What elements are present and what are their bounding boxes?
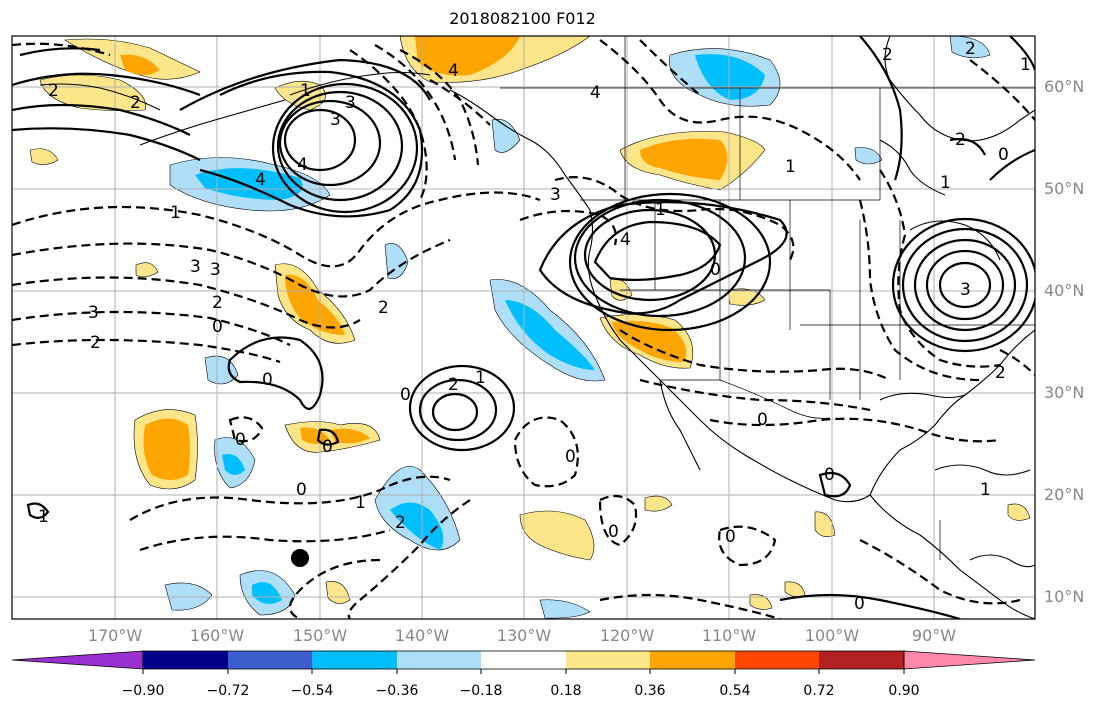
contour-label: 2 bbox=[378, 298, 389, 318]
colorbar-tick-label: −0.54 bbox=[290, 683, 334, 699]
colorbar-segment bbox=[312, 651, 397, 669]
colorbar-extend-high bbox=[903, 650, 1036, 670]
contour-label: 3 bbox=[210, 260, 221, 280]
colorbar-segment bbox=[228, 651, 312, 669]
contour-label: 3 bbox=[330, 110, 341, 130]
contour-labels: 2 2 4 3 4 3 4 1 3 2 3 2 2 0 0 1 3 1 4 0 … bbox=[38, 39, 1031, 614]
colorbar-segment bbox=[566, 651, 650, 669]
lon-label: 110°W bbox=[701, 626, 757, 645]
contour-label: 0 bbox=[212, 317, 223, 337]
contour-label: 2 bbox=[48, 81, 59, 101]
contour-label: 3 bbox=[960, 280, 971, 300]
lon-label: 170°W bbox=[87, 626, 143, 645]
colorbar-segment bbox=[735, 651, 819, 669]
contour-label: 0 bbox=[235, 430, 246, 450]
contour-label: 1 bbox=[355, 493, 366, 513]
negative-contours bbox=[12, 39, 1035, 619]
lon-label: 90°W bbox=[911, 626, 957, 645]
contour-label: 0 bbox=[710, 260, 721, 280]
contour-label: 0 bbox=[725, 527, 736, 547]
colorbar-segment bbox=[481, 651, 566, 669]
lon-label: 160°W bbox=[189, 626, 245, 645]
colorbar-tick-label: 0.90 bbox=[888, 683, 920, 699]
map-title: 2018082100 F012 bbox=[449, 9, 596, 28]
colorbar-tick-label: 0.18 bbox=[550, 683, 582, 699]
contour-label: 1 bbox=[980, 480, 991, 500]
lat-label: 40°N bbox=[1044, 281, 1085, 300]
contour-label: 2 bbox=[395, 513, 406, 533]
contour-label: 3 bbox=[550, 185, 561, 205]
contour-label: 2 bbox=[955, 130, 966, 150]
contour-label: 0 bbox=[757, 410, 768, 430]
lon-label: 120°W bbox=[599, 626, 655, 645]
contour-label: 4 bbox=[590, 83, 601, 103]
contour-label: 2 bbox=[90, 333, 101, 353]
contour-label: 0 bbox=[998, 145, 1009, 165]
contour-label: 0 bbox=[565, 447, 576, 467]
contour-label: 1 bbox=[940, 173, 951, 193]
colorbar-tick-label: −0.72 bbox=[206, 683, 250, 699]
colorbar-segment bbox=[143, 651, 228, 669]
colorbar-tick-label: 0.54 bbox=[719, 683, 751, 699]
contour-label: 2 bbox=[212, 293, 223, 313]
lon-label: 150°W bbox=[292, 626, 348, 645]
colorbar-segment bbox=[397, 651, 481, 669]
colorbar bbox=[11, 650, 1036, 674]
colorbar-segment bbox=[650, 651, 735, 669]
contour-label: 4 bbox=[297, 155, 308, 175]
lon-label: 140°W bbox=[394, 626, 450, 645]
contour-label: 1 bbox=[1020, 55, 1031, 75]
colorbar-segment bbox=[819, 651, 904, 669]
positive-contours bbox=[12, 36, 1035, 619]
lat-label: 50°N bbox=[1044, 179, 1085, 198]
lat-label: 60°N bbox=[1044, 77, 1085, 96]
contour-label: 0 bbox=[824, 465, 835, 485]
contour-label: 2 bbox=[448, 375, 459, 395]
political-borders bbox=[500, 36, 1035, 560]
contour-label: 1 bbox=[785, 157, 796, 177]
contour-label: 3 bbox=[345, 93, 356, 113]
colorbar-extend-low bbox=[11, 650, 144, 670]
lon-label: 100°W bbox=[804, 626, 860, 645]
contour-label: 1 bbox=[475, 368, 486, 388]
contour-label: 0 bbox=[608, 522, 619, 542]
contour-label: 4 bbox=[620, 230, 631, 250]
coastlines bbox=[39, 36, 1035, 619]
colorbar-tick-label: −0.18 bbox=[459, 683, 503, 699]
contour-label: 0 bbox=[854, 594, 865, 614]
lat-label: 20°N bbox=[1044, 485, 1085, 504]
storm-marker-dot bbox=[291, 549, 309, 567]
contour-label: 1 bbox=[655, 200, 666, 220]
lon-label: 130°W bbox=[496, 626, 552, 645]
contour-label: 2 bbox=[130, 93, 141, 113]
contour-label: 2 bbox=[882, 45, 893, 65]
plot-frame bbox=[11, 35, 1036, 620]
colorbar-tick-label: 0.72 bbox=[803, 683, 835, 699]
lat-label: 30°N bbox=[1044, 383, 1085, 402]
contour-label: 0 bbox=[296, 480, 307, 500]
contour-label: 0 bbox=[322, 437, 333, 457]
contour-label: 2 bbox=[965, 39, 976, 59]
contour-label: 2 bbox=[995, 363, 1006, 383]
lat-label: 10°N bbox=[1044, 587, 1085, 606]
contour-label: 4 bbox=[448, 61, 459, 81]
contour-label: 3 bbox=[190, 257, 201, 277]
contour-label: 3 bbox=[88, 303, 99, 323]
colorbar-tick-label: −0.90 bbox=[121, 683, 165, 699]
contour-label: 0 bbox=[400, 385, 411, 405]
contour-label: 1 bbox=[300, 81, 311, 101]
colorbar-tick-label: −0.36 bbox=[375, 683, 419, 699]
colorbar-tick-label: 0.36 bbox=[634, 683, 666, 699]
contour-label: 1 bbox=[38, 507, 49, 527]
shaded-regions bbox=[29, 36, 1031, 619]
contour-label: 0 bbox=[262, 370, 273, 390]
map-layers bbox=[12, 36, 1035, 619]
contour-label: 4 bbox=[255, 170, 266, 190]
contour-label: 1 bbox=[170, 203, 181, 223]
